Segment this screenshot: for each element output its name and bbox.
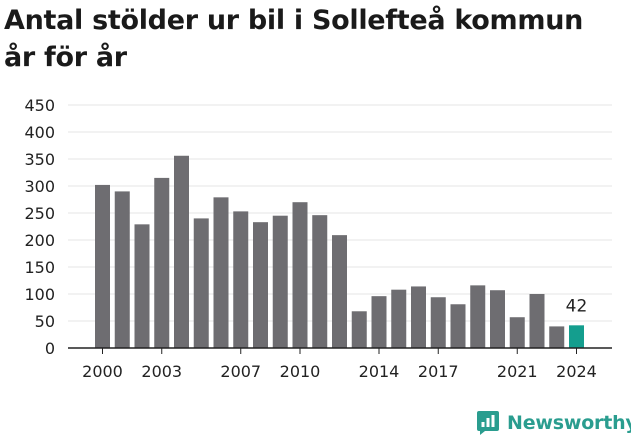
bar-2005 — [193, 218, 209, 348]
y-tick-label: 0 — [45, 339, 55, 358]
y-tick-label: 300 — [24, 177, 55, 196]
x-tick-label: 2024 — [556, 362, 597, 381]
bar-2011 — [312, 215, 328, 348]
x-tick-label: 2021 — [497, 362, 538, 381]
x-tick-label: 2003 — [141, 362, 182, 381]
brand-name: Newsworthy — [507, 412, 631, 434]
bar-2018 — [450, 304, 466, 348]
x-tick-label: 2017 — [418, 362, 459, 381]
y-axis-tick-labels: 0 50 100 150 200 250 300 350 400 450 — [24, 96, 55, 358]
y-tick-label: 100 — [24, 285, 55, 304]
y-tick-label: 150 — [24, 258, 55, 277]
footer-brand: Newsworthy — [476, 406, 631, 440]
data-labels: 42 — [566, 296, 588, 316]
y-tick-label: 200 — [24, 231, 55, 250]
bar-2003 — [154, 177, 170, 348]
chart-title-line-1: Antal stölder ur bil i Sollefteå kommun — [4, 5, 584, 36]
data-label-2024: 42 — [566, 296, 588, 316]
bar-2014 — [371, 296, 387, 348]
bar-2013 — [351, 311, 367, 348]
bar-2007 — [233, 211, 249, 348]
bar-2024 — [569, 325, 584, 348]
bar-2010 — [292, 202, 308, 348]
bar-2000 — [95, 184, 110, 348]
bar-2002 — [134, 224, 150, 348]
bar-2012 — [332, 235, 347, 348]
bar-2004 — [174, 155, 189, 348]
chart-title: Antal stölder ur bil i Sollefteå kommun … — [4, 2, 628, 76]
y-tick-label: 250 — [24, 204, 55, 223]
x-tick-label: 2014 — [359, 362, 400, 381]
bar-2020 — [490, 290, 505, 348]
bar-2008 — [253, 222, 268, 348]
bar-2017 — [430, 297, 446, 348]
y-tick-label: 350 — [24, 150, 55, 169]
bar-2006 — [213, 197, 229, 348]
bar-2023 — [549, 326, 565, 348]
x-tick-label: 2007 — [220, 362, 261, 381]
chart-title-line-2: år för år — [4, 42, 127, 73]
y-tick-label: 400 — [24, 123, 55, 142]
bar-2021 — [509, 317, 525, 348]
bar-2015 — [391, 289, 407, 348]
y-tick-label: 50 — [35, 312, 55, 331]
bar-2022 — [529, 294, 545, 348]
x-tick-label: 2010 — [280, 362, 321, 381]
bar-2001 — [114, 191, 130, 348]
x-tick-label: 2000 — [82, 362, 123, 381]
bar-2009 — [272, 215, 288, 348]
bars — [95, 155, 584, 348]
x-axis-ticks: 2000 2003 2007 2010 2014 2017 2021 2024 — [82, 348, 597, 381]
newsworthy-logo-icon — [477, 411, 499, 435]
bar-2016 — [411, 286, 426, 348]
y-tick-label: 450 — [24, 96, 55, 115]
bar-2019 — [470, 285, 486, 348]
